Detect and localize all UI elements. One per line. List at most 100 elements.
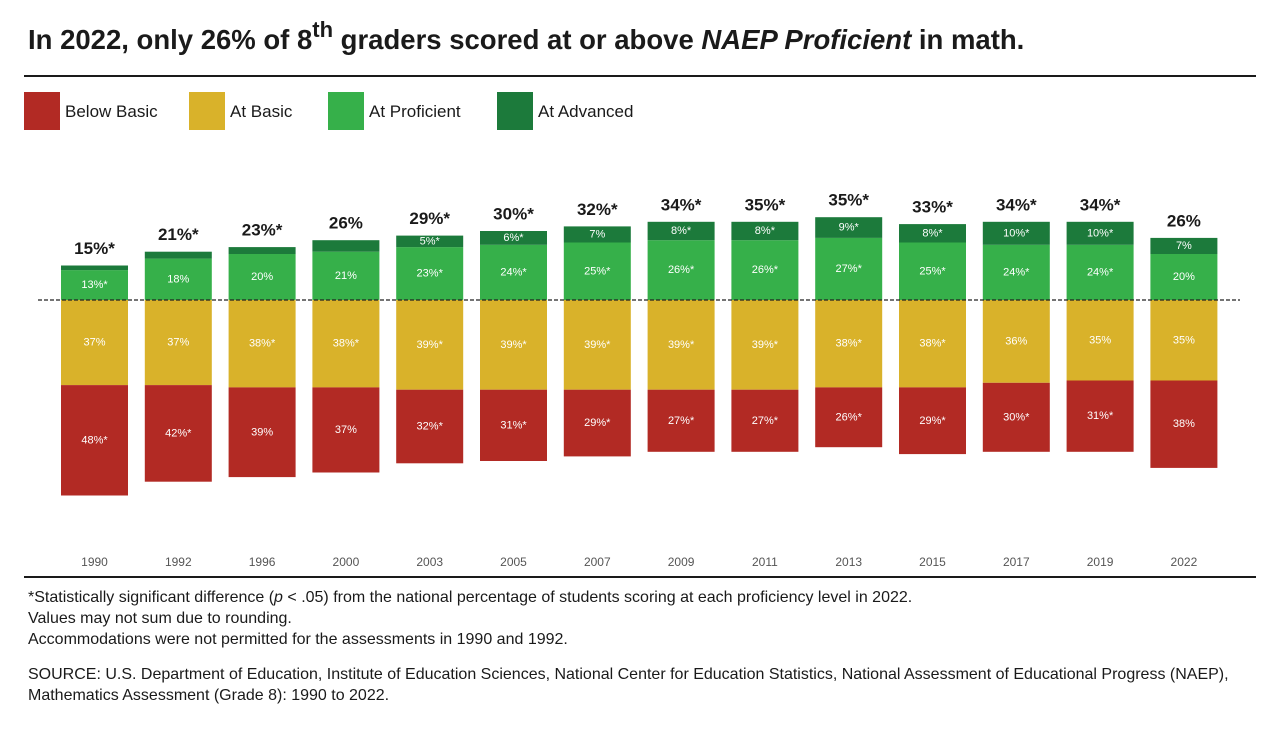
label-at-proficient-1990: 13%*: [81, 279, 108, 291]
label-below-basic-1992: 42%*: [165, 427, 192, 439]
bar-at-proficient-2019: [1066, 244, 1134, 300]
label-at-basic-2000: 38%*: [333, 338, 360, 350]
legend-label-at-basic: At Basic: [230, 102, 293, 121]
label-at-basic-1992: 37%: [167, 337, 189, 349]
bar-at-proficient-1992: [144, 258, 212, 300]
bar-at-proficient-2003: [396, 247, 464, 300]
total-label-2019: 34%*: [1080, 195, 1121, 214]
bar-at-advanced-2013: [815, 217, 883, 238]
bar-at-basic-1992: [144, 300, 212, 386]
year-label-1990: 1990: [81, 555, 108, 569]
bar-at-advanced-1996: [228, 247, 296, 254]
bar-below-basic-1990: [61, 385, 128, 496]
total-label-1990: 15%*: [74, 239, 115, 258]
bar-below-basic-2017: [982, 382, 1050, 452]
bar-at-proficient-2015: [899, 242, 966, 300]
bar-at-basic-2005: [480, 300, 547, 390]
label-below-basic-2019: 31%*: [1087, 410, 1114, 422]
label-below-basic-2009: 27%*: [668, 415, 695, 427]
bar-at-basic-2007: [563, 300, 631, 390]
label-at-basic-2019: 35%: [1089, 334, 1111, 346]
legend-label-at-advanced: At Advanced: [538, 102, 634, 121]
bar-at-advanced-2005: [480, 231, 547, 245]
significance-note: *Statistically significant difference (p…: [28, 587, 1248, 608]
label-at-proficient-2022: 20%: [1173, 271, 1195, 283]
year-label-2022: 2022: [1171, 555, 1198, 569]
chart-title: In 2022, only 26% of 8th graders scored …: [28, 18, 1025, 56]
label-below-basic-1990: 48%*: [81, 434, 108, 446]
bar-below-basic-2003: [396, 389, 464, 464]
footer-notes: *Statistically significant difference (p…: [28, 587, 1248, 706]
significance-note-post: < .05) from the national percentage of s…: [282, 589, 913, 606]
year-label-2017: 2017: [1003, 555, 1030, 569]
bar-at-advanced-2019: [1066, 221, 1134, 245]
label-at-basic-1996: 38%*: [249, 338, 276, 350]
bar-at-advanced-2003: [396, 235, 464, 248]
title-superscript: th: [312, 16, 334, 42]
year-label-2005: 2005: [500, 555, 527, 569]
bar-at-basic-2022: [1150, 300, 1218, 381]
bar-at-advanced-2017: [982, 221, 1050, 245]
label-at-proficient-2019: 24%*: [1087, 266, 1114, 278]
label-below-basic-1996: 39%: [251, 426, 273, 438]
bar-at-proficient-2000: [312, 251, 380, 300]
bar-at-advanced-2007: [563, 226, 631, 243]
label-below-basic-2013: 26%*: [836, 411, 863, 423]
label-at-proficient-2011: 26%*: [752, 264, 779, 276]
label-at-basic-1990: 37%: [83, 337, 105, 349]
bar-at-basic-2011: [731, 300, 799, 390]
legend-swatch-at-basic: [189, 92, 225, 130]
bar-at-proficient-2009: [647, 240, 715, 300]
total-label-2011: 35%*: [745, 195, 786, 214]
label-below-basic-2003: 32%*: [417, 421, 444, 433]
label-at-proficient-2003: 23%*: [417, 268, 444, 280]
label-at-advanced-2009: 8%*: [671, 225, 692, 237]
bar-at-advanced-2011: [731, 221, 799, 241]
bar-at-advanced-2000: [312, 240, 380, 252]
label-below-basic-2005: 31%*: [500, 419, 527, 431]
bar-at-proficient-2011: [731, 240, 799, 300]
year-label-2009: 2009: [668, 555, 695, 569]
bar-below-basic-2000: [312, 387, 380, 473]
label-at-proficient-2015: 25%*: [919, 265, 946, 277]
legend-label-below-basic: Below Basic: [65, 102, 158, 121]
bar-below-basic-2013: [815, 387, 883, 448]
label-at-basic-2003: 39%*: [417, 339, 444, 351]
label-at-advanced-2017: 10%*: [1003, 227, 1030, 239]
legend-label-at-proficient: At Proficient: [369, 102, 461, 121]
bar-at-advanced-2022: [1150, 237, 1218, 254]
year-label-2013: 2013: [835, 555, 862, 569]
label-at-advanced-2007: 7%: [589, 228, 605, 240]
title-part-3: in math.: [911, 24, 1025, 55]
label-at-basic-2013: 38%*: [836, 338, 863, 350]
total-label-2013: 35%*: [828, 191, 869, 210]
label-at-basic-2007: 39%*: [584, 339, 611, 351]
title-part-2: graders scored at or above: [333, 24, 702, 55]
bar-at-basic-1996: [228, 300, 296, 388]
label-at-proficient-1996: 20%: [251, 271, 273, 283]
label-at-proficient-2013: 27%*: [836, 263, 863, 275]
bar-below-basic-2019: [1066, 380, 1134, 452]
bar-at-basic-2013: [815, 300, 883, 388]
year-label-2011: 2011: [752, 555, 778, 569]
bar-at-basic-2015: [899, 300, 966, 388]
legend-swatch-at-proficient: [328, 92, 364, 130]
bar-at-basic-2009: [647, 300, 715, 390]
year-label-1996: 1996: [249, 555, 276, 569]
label-at-advanced-2011: 8%*: [755, 225, 776, 237]
label-below-basic-2000: 37%: [335, 424, 357, 436]
bar-at-advanced-1992: [144, 251, 212, 259]
total-label-2007: 32%*: [577, 200, 618, 219]
significance-note-p: p: [274, 589, 283, 606]
label-at-advanced-2022: 7%: [1176, 240, 1192, 252]
label-at-basic-2017: 36%: [1005, 335, 1027, 347]
label-at-basic-2015: 38%*: [919, 338, 946, 350]
bar-at-basic-2000: [312, 300, 380, 388]
total-label-2017: 34%*: [996, 195, 1037, 214]
year-label-2003: 2003: [416, 555, 443, 569]
year-label-2015: 2015: [919, 555, 946, 569]
bar-below-basic-2015: [899, 387, 966, 455]
year-label-1992: 1992: [165, 555, 192, 569]
label-at-advanced-2013: 9%*: [839, 222, 860, 234]
bar-below-basic-2011: [731, 389, 799, 452]
